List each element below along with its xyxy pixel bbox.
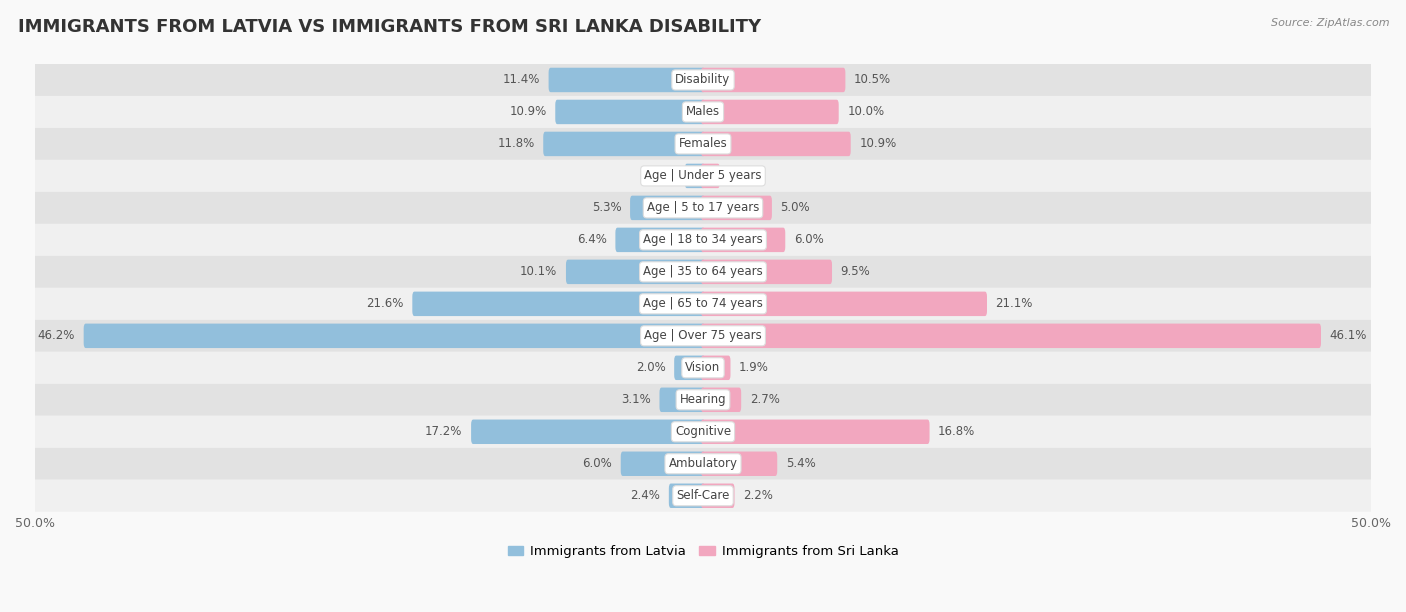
- FancyBboxPatch shape: [35, 448, 1371, 480]
- Text: 46.1%: 46.1%: [1330, 329, 1367, 342]
- Text: 46.2%: 46.2%: [38, 329, 75, 342]
- Text: 6.0%: 6.0%: [582, 457, 612, 470]
- FancyBboxPatch shape: [702, 291, 987, 316]
- Text: 21.6%: 21.6%: [367, 297, 404, 310]
- Text: 10.0%: 10.0%: [848, 105, 884, 119]
- FancyBboxPatch shape: [702, 196, 772, 220]
- Text: IMMIGRANTS FROM LATVIA VS IMMIGRANTS FROM SRI LANKA DISABILITY: IMMIGRANTS FROM LATVIA VS IMMIGRANTS FRO…: [18, 18, 762, 36]
- Text: 10.9%: 10.9%: [859, 138, 897, 151]
- FancyBboxPatch shape: [35, 480, 1371, 512]
- FancyBboxPatch shape: [702, 228, 786, 252]
- FancyBboxPatch shape: [702, 452, 778, 476]
- FancyBboxPatch shape: [548, 68, 704, 92]
- Text: Cognitive: Cognitive: [675, 425, 731, 438]
- Text: 3.1%: 3.1%: [621, 394, 651, 406]
- Text: 10.9%: 10.9%: [509, 105, 547, 119]
- FancyBboxPatch shape: [412, 291, 704, 316]
- Text: 5.3%: 5.3%: [592, 201, 621, 214]
- FancyBboxPatch shape: [702, 324, 1322, 348]
- Text: Age | 35 to 64 years: Age | 35 to 64 years: [643, 266, 763, 278]
- Text: 6.4%: 6.4%: [576, 233, 607, 247]
- FancyBboxPatch shape: [702, 132, 851, 156]
- FancyBboxPatch shape: [702, 483, 734, 508]
- FancyBboxPatch shape: [35, 224, 1371, 256]
- Text: Vision: Vision: [685, 361, 721, 375]
- Text: 17.2%: 17.2%: [425, 425, 463, 438]
- FancyBboxPatch shape: [84, 324, 704, 348]
- Text: Age | 5 to 17 years: Age | 5 to 17 years: [647, 201, 759, 214]
- FancyBboxPatch shape: [35, 352, 1371, 384]
- FancyBboxPatch shape: [659, 387, 704, 412]
- FancyBboxPatch shape: [35, 96, 1371, 128]
- Text: Disability: Disability: [675, 73, 731, 86]
- FancyBboxPatch shape: [555, 100, 704, 124]
- Legend: Immigrants from Latvia, Immigrants from Sri Lanka: Immigrants from Latvia, Immigrants from …: [502, 540, 904, 564]
- FancyBboxPatch shape: [702, 163, 720, 188]
- FancyBboxPatch shape: [35, 384, 1371, 416]
- Text: Ambulatory: Ambulatory: [668, 457, 738, 470]
- Text: 6.0%: 6.0%: [794, 233, 824, 247]
- FancyBboxPatch shape: [702, 420, 929, 444]
- Text: 1.1%: 1.1%: [728, 170, 758, 182]
- FancyBboxPatch shape: [620, 452, 704, 476]
- Text: 1.9%: 1.9%: [740, 361, 769, 375]
- FancyBboxPatch shape: [673, 356, 704, 380]
- FancyBboxPatch shape: [702, 68, 845, 92]
- Text: 9.5%: 9.5%: [841, 266, 870, 278]
- FancyBboxPatch shape: [685, 163, 704, 188]
- Text: Males: Males: [686, 105, 720, 119]
- FancyBboxPatch shape: [702, 387, 741, 412]
- FancyBboxPatch shape: [35, 256, 1371, 288]
- Text: Source: ZipAtlas.com: Source: ZipAtlas.com: [1271, 18, 1389, 28]
- FancyBboxPatch shape: [702, 100, 839, 124]
- FancyBboxPatch shape: [702, 259, 832, 284]
- Text: Age | 18 to 34 years: Age | 18 to 34 years: [643, 233, 763, 247]
- Text: Females: Females: [679, 138, 727, 151]
- Text: 5.4%: 5.4%: [786, 457, 815, 470]
- FancyBboxPatch shape: [471, 420, 704, 444]
- Text: Hearing: Hearing: [679, 394, 727, 406]
- FancyBboxPatch shape: [669, 483, 704, 508]
- FancyBboxPatch shape: [35, 128, 1371, 160]
- Text: 21.1%: 21.1%: [995, 297, 1033, 310]
- Text: 5.0%: 5.0%: [780, 201, 810, 214]
- Text: 1.2%: 1.2%: [647, 170, 676, 182]
- Text: Age | 65 to 74 years: Age | 65 to 74 years: [643, 297, 763, 310]
- Text: 16.8%: 16.8%: [938, 425, 976, 438]
- Text: 2.4%: 2.4%: [630, 489, 661, 502]
- FancyBboxPatch shape: [630, 196, 704, 220]
- FancyBboxPatch shape: [616, 228, 704, 252]
- FancyBboxPatch shape: [35, 288, 1371, 320]
- FancyBboxPatch shape: [35, 416, 1371, 448]
- Text: 2.7%: 2.7%: [749, 394, 780, 406]
- FancyBboxPatch shape: [35, 192, 1371, 224]
- Text: 10.5%: 10.5%: [853, 73, 891, 86]
- Text: Age | Over 75 years: Age | Over 75 years: [644, 329, 762, 342]
- FancyBboxPatch shape: [543, 132, 704, 156]
- Text: 2.2%: 2.2%: [744, 489, 773, 502]
- Text: 11.4%: 11.4%: [502, 73, 540, 86]
- FancyBboxPatch shape: [35, 160, 1371, 192]
- FancyBboxPatch shape: [702, 356, 731, 380]
- Text: 10.1%: 10.1%: [520, 266, 557, 278]
- Text: Age | Under 5 years: Age | Under 5 years: [644, 170, 762, 182]
- Text: 11.8%: 11.8%: [498, 138, 534, 151]
- Text: 2.0%: 2.0%: [636, 361, 665, 375]
- FancyBboxPatch shape: [567, 259, 704, 284]
- Text: Self-Care: Self-Care: [676, 489, 730, 502]
- FancyBboxPatch shape: [35, 320, 1371, 352]
- FancyBboxPatch shape: [35, 64, 1371, 96]
